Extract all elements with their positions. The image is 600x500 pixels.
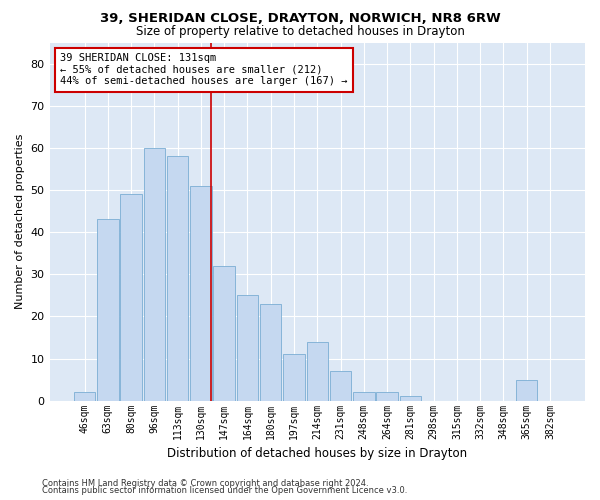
Bar	[400, 396, 421, 400]
Text: 39, SHERIDAN CLOSE, DRAYTON, NORWICH, NR8 6RW: 39, SHERIDAN CLOSE, DRAYTON, NORWICH, NR…	[100, 12, 500, 26]
Text: Contains public sector information licensed under the Open Government Licence v3: Contains public sector information licen…	[42, 486, 407, 495]
Bar	[260, 304, 281, 400]
Y-axis label: Number of detached properties: Number of detached properties	[15, 134, 25, 310]
Bar	[307, 342, 328, 400]
Bar	[330, 371, 351, 400]
Bar	[97, 220, 119, 400]
X-axis label: Distribution of detached houses by size in Drayton: Distribution of detached houses by size …	[167, 447, 467, 460]
Text: 39 SHERIDAN CLOSE: 131sqm
← 55% of detached houses are smaller (212)
44% of semi: 39 SHERIDAN CLOSE: 131sqm ← 55% of detac…	[60, 53, 348, 86]
Bar	[283, 354, 305, 401]
Bar	[121, 194, 142, 400]
Bar	[516, 380, 538, 400]
Bar	[214, 266, 235, 400]
Bar	[237, 296, 258, 401]
Text: Contains HM Land Registry data © Crown copyright and database right 2024.: Contains HM Land Registry data © Crown c…	[42, 478, 368, 488]
Bar	[143, 148, 165, 401]
Bar	[376, 392, 398, 400]
Bar	[190, 186, 212, 400]
Text: Size of property relative to detached houses in Drayton: Size of property relative to detached ho…	[136, 25, 464, 38]
Bar	[74, 392, 95, 400]
Bar	[353, 392, 374, 400]
Bar	[167, 156, 188, 400]
